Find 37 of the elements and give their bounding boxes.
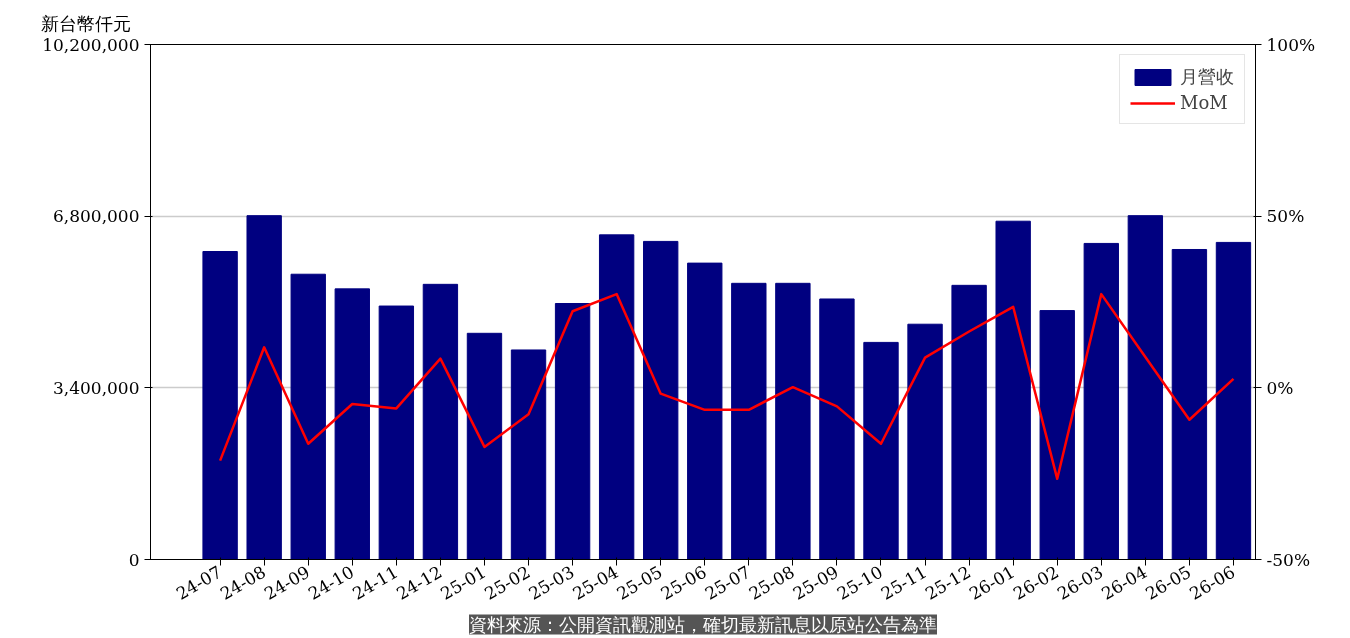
bar [598,234,635,560]
bar [995,220,1031,560]
bar [1127,215,1164,560]
y-axis-title: 新台幣仟元 [40,13,131,34]
legend-label: MoM [1180,92,1228,113]
bar [246,215,282,560]
bar [775,282,811,560]
y-tick-label: 6,800,000 [52,206,140,227]
y-tick-label: 10,200,000 [42,34,140,55]
bar [1039,310,1075,560]
y2-tick-label: 0% [1266,377,1294,398]
y2-tick-label: -50% [1266,549,1311,570]
bar [731,282,767,560]
y-tick-label: 0 [128,549,140,570]
bar [466,332,503,560]
y2-tick-label: 50% [1266,206,1305,227]
bar [951,284,987,560]
bar [334,288,370,560]
bar [378,305,415,560]
line-series [218,292,1235,481]
bar [907,323,943,560]
bar [290,273,326,560]
bar [202,251,238,560]
bar [863,341,899,560]
bar [510,349,547,560]
bar [819,298,855,560]
bar [1083,242,1119,560]
bar [687,262,723,560]
legend-label: 月營收 [1180,65,1234,89]
y-tick-label: 3,400,000 [52,377,140,398]
bar [1215,241,1252,560]
bar [1171,248,1208,560]
bar [554,303,591,560]
bar [643,240,679,560]
bar [422,283,459,560]
y2-tick-label: 100% [1266,34,1316,55]
source-note: 資料來源：公開資訊觀測站，確切最新訊息以原站公告為準 [469,614,937,635]
